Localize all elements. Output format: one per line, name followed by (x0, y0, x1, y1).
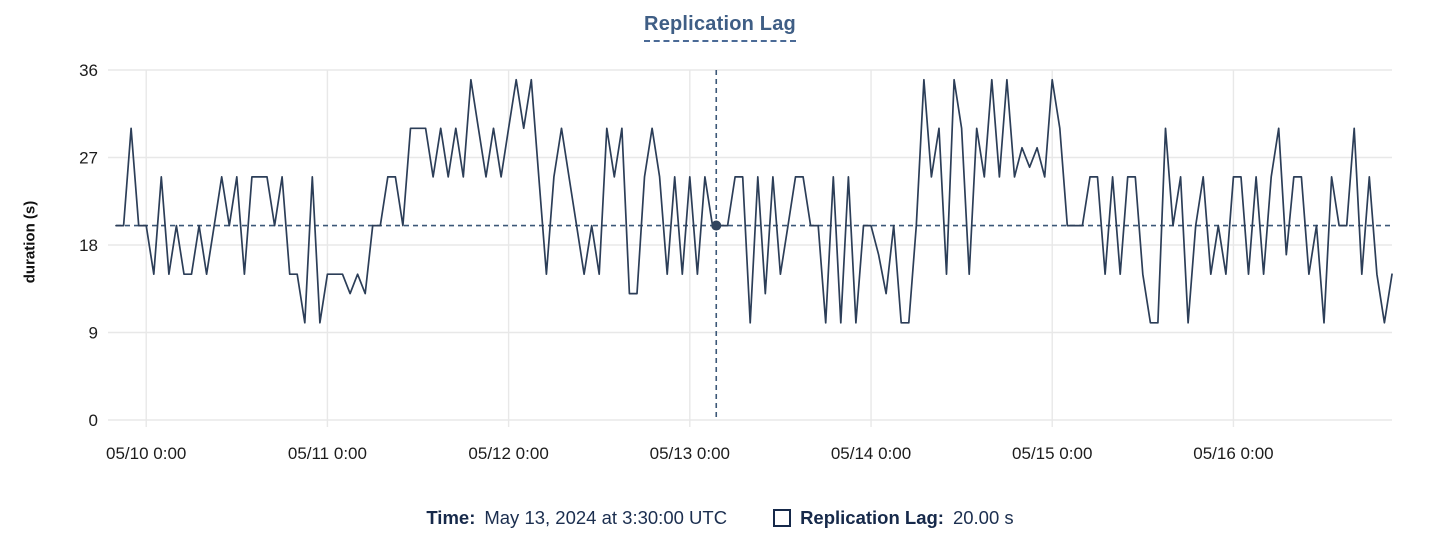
replication-lag-line (115, 78, 1393, 324)
time-readout: Time: May 13, 2024 at 3:30:00 UTC (426, 507, 727, 529)
x-tick-label: 05/12 0:00 (468, 444, 548, 463)
x-tick-label: 05/11 0:00 (288, 444, 367, 463)
y-tick-label: 9 (89, 324, 98, 343)
y-axis-title: duration (s) (21, 200, 39, 284)
y-tick-label: 18 (79, 236, 98, 255)
y-tick-label: 0 (89, 411, 98, 430)
series-readout: Replication Lag: 20.00 s (773, 507, 1014, 529)
series-value: 20.00 s (952, 507, 1014, 528)
x-tick-label: 05/14 0:00 (831, 444, 911, 463)
readout-spacer (727, 518, 773, 519)
series-swatch-icon (773, 509, 792, 527)
chart-header: Replication Lag (0, 13, 1440, 42)
y-tick-label: 27 (79, 149, 98, 168)
time-label: Time: (426, 507, 476, 528)
y-tick-label: 36 (79, 61, 98, 80)
hover-readout: Time: May 13, 2024 at 3:30:00 UTC Replic… (0, 507, 1440, 529)
x-tick-label: 05/13 0:00 (650, 444, 730, 463)
x-tick-label: 05/15 0:00 (1012, 444, 1092, 463)
chart-title[interactable]: Replication Lag (644, 13, 796, 42)
x-tick-label: 05/10 0:00 (106, 444, 186, 463)
selected-point-dot (711, 220, 722, 231)
series-label: Replication Lag: (800, 507, 944, 528)
time-value: May 13, 2024 at 3:30:00 UTC (484, 507, 728, 528)
x-tick-label: 05/16 0:00 (1193, 444, 1273, 463)
